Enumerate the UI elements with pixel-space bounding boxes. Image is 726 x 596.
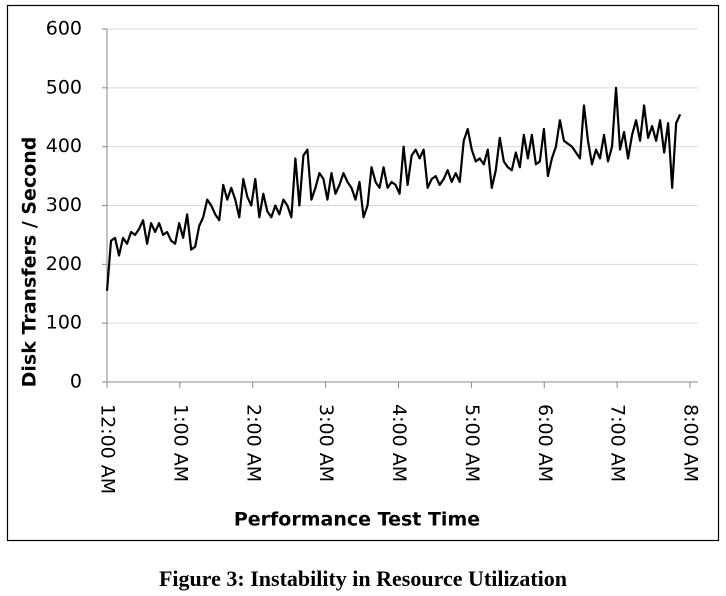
y-tick-label: 200 [46,253,82,275]
figure-caption: Figure 3: Instability in Resource Utiliz… [159,566,567,591]
x-tick-label: 3:00 AM [315,404,337,482]
x-tick-label: 7:00 AM [607,404,629,482]
x-tick-label: 6:00 AM [534,404,556,482]
x-tick-label: 5:00 AM [461,404,483,482]
x-tick-label: 1:00 AM [169,404,191,482]
y-tick-label: 600 [46,18,82,40]
x-tick-label: 4:00 AM [388,404,410,482]
x-axis-title: Performance Test Time [234,509,480,531]
y-tick-label: 400 [46,135,82,157]
y-axis-title: Disk Transfers / Second [19,137,41,388]
data-line [105,86,682,291]
x-tick-label: 8:00 AM [680,404,702,482]
y-tick-label: 300 [46,194,82,216]
y-tick-label: 0 [70,371,82,393]
x-tick-label: 2:00 AM [242,404,264,482]
y-tick-label: 100 [46,312,82,334]
y-tick-label: 500 [46,76,82,98]
chart-frame [6,4,720,542]
x-tick-label: 12:00 AM [97,404,119,494]
